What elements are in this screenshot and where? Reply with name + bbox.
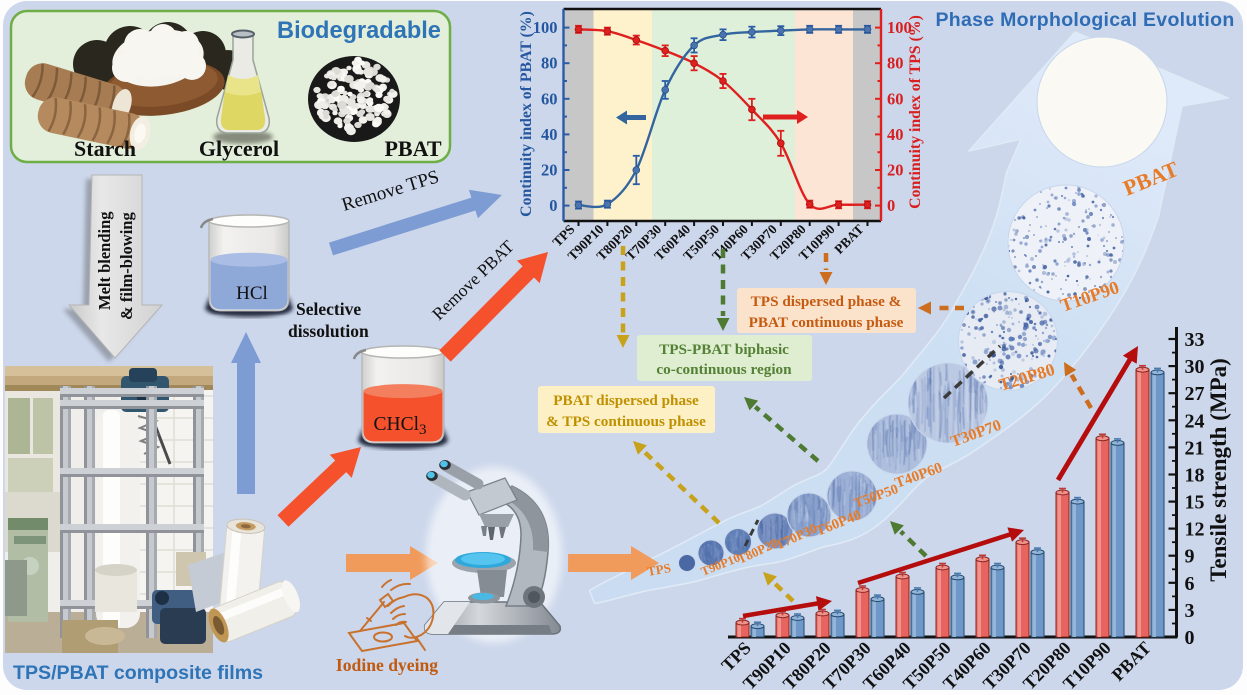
svg-text:TPS-PBAT biphasic: TPS-PBAT biphasic <box>659 341 789 358</box>
svg-text:CHCl3: CHCl3 <box>373 414 426 438</box>
svg-text:100: 100 <box>887 18 912 37</box>
svg-text:Tensile strength (MPa): Tensile strength (MPa) <box>1206 358 1231 582</box>
svg-text:9: 9 <box>1185 546 1195 568</box>
svg-text:HCl: HCl <box>236 283 268 304</box>
svg-text:21: 21 <box>1185 437 1205 459</box>
svg-text:20: 20 <box>541 161 558 180</box>
svg-text:24: 24 <box>1185 410 1205 432</box>
svg-text:6: 6 <box>1185 573 1195 595</box>
svg-text:60: 60 <box>887 89 904 108</box>
svg-text:80: 80 <box>887 54 904 73</box>
svg-text:Starch: Starch <box>74 136 136 161</box>
svg-text:Phase Morphological Evolution: Phase Morphological Evolution <box>935 9 1234 31</box>
svg-text:80: 80 <box>541 54 558 73</box>
svg-text:PBAT continuous phase: PBAT continuous phase <box>749 314 904 331</box>
svg-text:0: 0 <box>549 196 557 215</box>
svg-text:& TPS continuous phase: & TPS continuous phase <box>546 413 706 430</box>
svg-text:20: 20 <box>887 161 904 180</box>
svg-text:PBAT dispersed phase: PBAT dispersed phase <box>553 392 699 409</box>
svg-text:Melt blending: Melt blending <box>95 211 114 310</box>
svg-text:dissolution: dissolution <box>288 321 369 341</box>
svg-text:60: 60 <box>541 89 558 108</box>
svg-text:27: 27 <box>1185 383 1205 405</box>
svg-text:PBAT: PBAT <box>384 136 441 161</box>
svg-text:40: 40 <box>541 125 558 144</box>
svg-text:& film-blowing: & film-blowing <box>117 212 136 320</box>
svg-text:Glycerol: Glycerol <box>199 136 279 161</box>
svg-text:30: 30 <box>1185 356 1205 378</box>
svg-text:TPS dispersed phase &: TPS dispersed phase & <box>751 293 902 310</box>
svg-text:3: 3 <box>1185 600 1195 622</box>
svg-text:TPS/PBAT composite films: TPS/PBAT composite films <box>13 662 263 684</box>
svg-text:40: 40 <box>887 125 904 144</box>
svg-text:0: 0 <box>1185 627 1195 649</box>
svg-text:12: 12 <box>1185 519 1205 541</box>
svg-text:Biodegradable: Biodegradable <box>277 18 441 44</box>
svg-text:18: 18 <box>1185 465 1205 487</box>
svg-text:Iodine dyeing: Iodine dyeing <box>336 655 438 675</box>
svg-text:co-continuous region: co-continuous region <box>656 361 792 378</box>
svg-text:33: 33 <box>1185 329 1205 351</box>
svg-text:TPS: TPS <box>646 560 672 579</box>
svg-text:15: 15 <box>1185 492 1205 514</box>
svg-text:Continuity index of PBAT (%): Continuity index of PBAT (%) <box>518 11 535 217</box>
svg-text:Selective: Selective <box>296 299 361 319</box>
svg-text:Continuity index of TPS (%): Continuity index of TPS (%) <box>907 15 924 209</box>
svg-text:0: 0 <box>887 196 895 215</box>
svg-text:100: 100 <box>533 18 558 37</box>
